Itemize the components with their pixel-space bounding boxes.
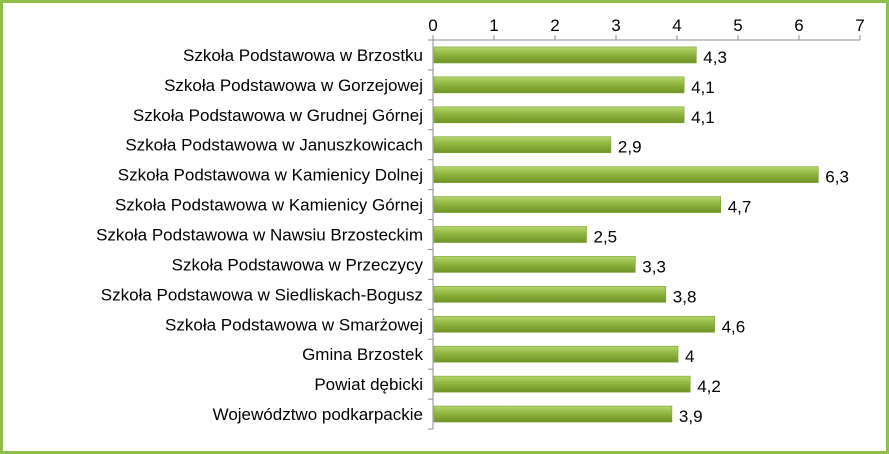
bar	[433, 256, 636, 273]
data-label: 4,3	[703, 48, 727, 67]
category-label: Szkoła Podstawowa w Grudnej Górnej	[133, 106, 423, 125]
bar	[433, 226, 587, 243]
bar	[433, 286, 667, 303]
bar	[433, 46, 697, 64]
category-label: Powiat dębicki	[314, 375, 423, 394]
data-label: 4,2	[697, 377, 721, 396]
x-tick-label: 4	[672, 16, 681, 35]
category-label: Szkoła Podstawowa w Brzostku	[183, 46, 423, 65]
chart-axes	[428, 35, 861, 430]
data-label: 4,7	[728, 198, 752, 217]
chart-bars	[433, 46, 819, 423]
data-label: 3,8	[673, 287, 697, 306]
category-label: Szkoła Podstawowa w Nawsiu Brzosteckim	[96, 226, 423, 245]
bar	[433, 315, 715, 333]
data-label: 4,6	[722, 317, 746, 336]
bar	[433, 196, 722, 213]
bar	[433, 166, 819, 183]
category-label: Szkoła Podstawowa w Przeczycy	[172, 255, 424, 274]
chart-labels: 0 1 2 3 4 5 6 7 Szkoła Podstawowa w Brzostku 4,3 S…	[96, 16, 865, 426]
x-tick-label: 3	[611, 16, 620, 35]
bar	[433, 405, 673, 423]
x-tick-label: 7	[855, 16, 864, 35]
data-label: 4,1	[691, 78, 715, 97]
category-label: Szkoła Podstawowa w Gorzejowej	[164, 76, 423, 95]
data-label: 2,5	[594, 228, 618, 247]
category-label: Szkoła Podstawowa w Siedliskach-Bogusz	[101, 285, 423, 304]
category-label: Szkoła Podstawowa w Januszkowicach	[125, 136, 423, 155]
bar	[433, 136, 612, 154]
category-label: Szkoła Podstawowa w Kamienicy Górnej	[115, 196, 423, 215]
x-tick-label: 2	[550, 16, 559, 35]
data-label: 2,9	[618, 138, 642, 157]
x-tick-label: 5	[733, 16, 742, 35]
data-label: 3,9	[679, 407, 703, 426]
data-label: 4	[685, 347, 694, 366]
x-tick-label: 0	[428, 16, 437, 35]
bar	[433, 76, 685, 94]
x-tick-label: 6	[794, 16, 803, 35]
x-tick-label: 1	[489, 16, 498, 35]
bar	[433, 375, 691, 393]
bar	[433, 106, 685, 124]
data-label: 3,3	[642, 257, 666, 276]
category-label: Szkoła Podstawowa w Kamienicy Dolnej	[118, 166, 423, 185]
category-label: Województwo podkarpackie	[213, 405, 423, 424]
category-label: Szkoła Podstawowa w Smarżowej	[165, 315, 423, 334]
data-label: 6,3	[825, 168, 849, 187]
data-label: 4,1	[691, 108, 715, 127]
bar	[433, 345, 679, 363]
category-label: Gmina Brzostek	[302, 345, 423, 364]
